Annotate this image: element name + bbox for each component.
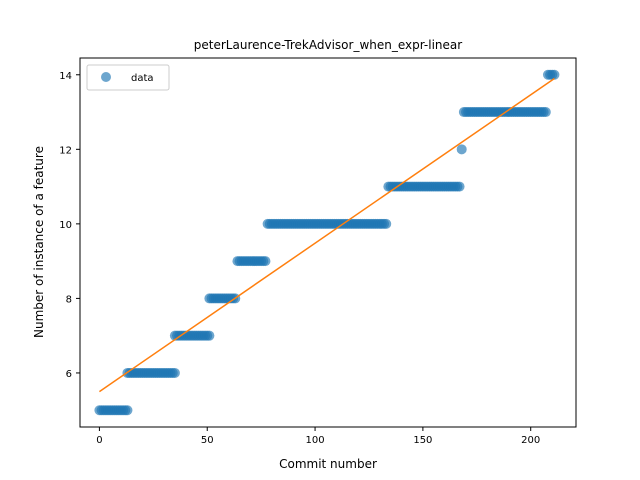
data-point-13	[122, 405, 133, 416]
data-point-80	[260, 256, 271, 267]
x-tick-label-50: 50	[201, 435, 214, 446]
data-points	[94, 69, 560, 416]
x-axis-label: Commit number	[279, 457, 377, 471]
data-point-36	[169, 367, 180, 378]
x-tick-label-200: 200	[521, 435, 540, 446]
legend-marker-data	[101, 72, 111, 82]
y-tick-label-14: 14	[59, 71, 72, 82]
data-point-136	[381, 218, 392, 229]
plot-area	[79, 57, 577, 428]
y-tick-label-12: 12	[59, 145, 72, 156]
y-tick-label-6: 6	[66, 369, 72, 380]
y-tick-label-8: 8	[66, 294, 72, 305]
y-axis-label: Number of instance of a feature	[32, 146, 46, 338]
legend-label-data: data	[131, 73, 154, 84]
data-point-214	[549, 69, 560, 80]
x-tick-label-150: 150	[413, 435, 432, 446]
fit-line	[98, 77, 555, 393]
data-point-53	[204, 330, 215, 341]
chart-title: peterLaurence-TrekAdvisor_when_expr-line…	[194, 38, 462, 52]
data-point-171	[456, 144, 467, 155]
y-axis-ticks: 6 8 10 12 14	[59, 71, 80, 380]
data-point-210	[540, 107, 551, 118]
x-tick-label-100: 100	[306, 435, 325, 446]
x-tick-label-0: 0	[96, 435, 102, 446]
x-axis-ticks: 0 50 100 150 200	[96, 427, 540, 446]
data-point-170	[454, 181, 465, 192]
legend-box	[86, 64, 170, 91]
legend: data	[86, 64, 170, 91]
axes-frame	[79, 57, 577, 428]
y-tick-label-10: 10	[59, 220, 72, 231]
axes-background	[80, 58, 576, 427]
fit-line-group	[98, 77, 555, 393]
